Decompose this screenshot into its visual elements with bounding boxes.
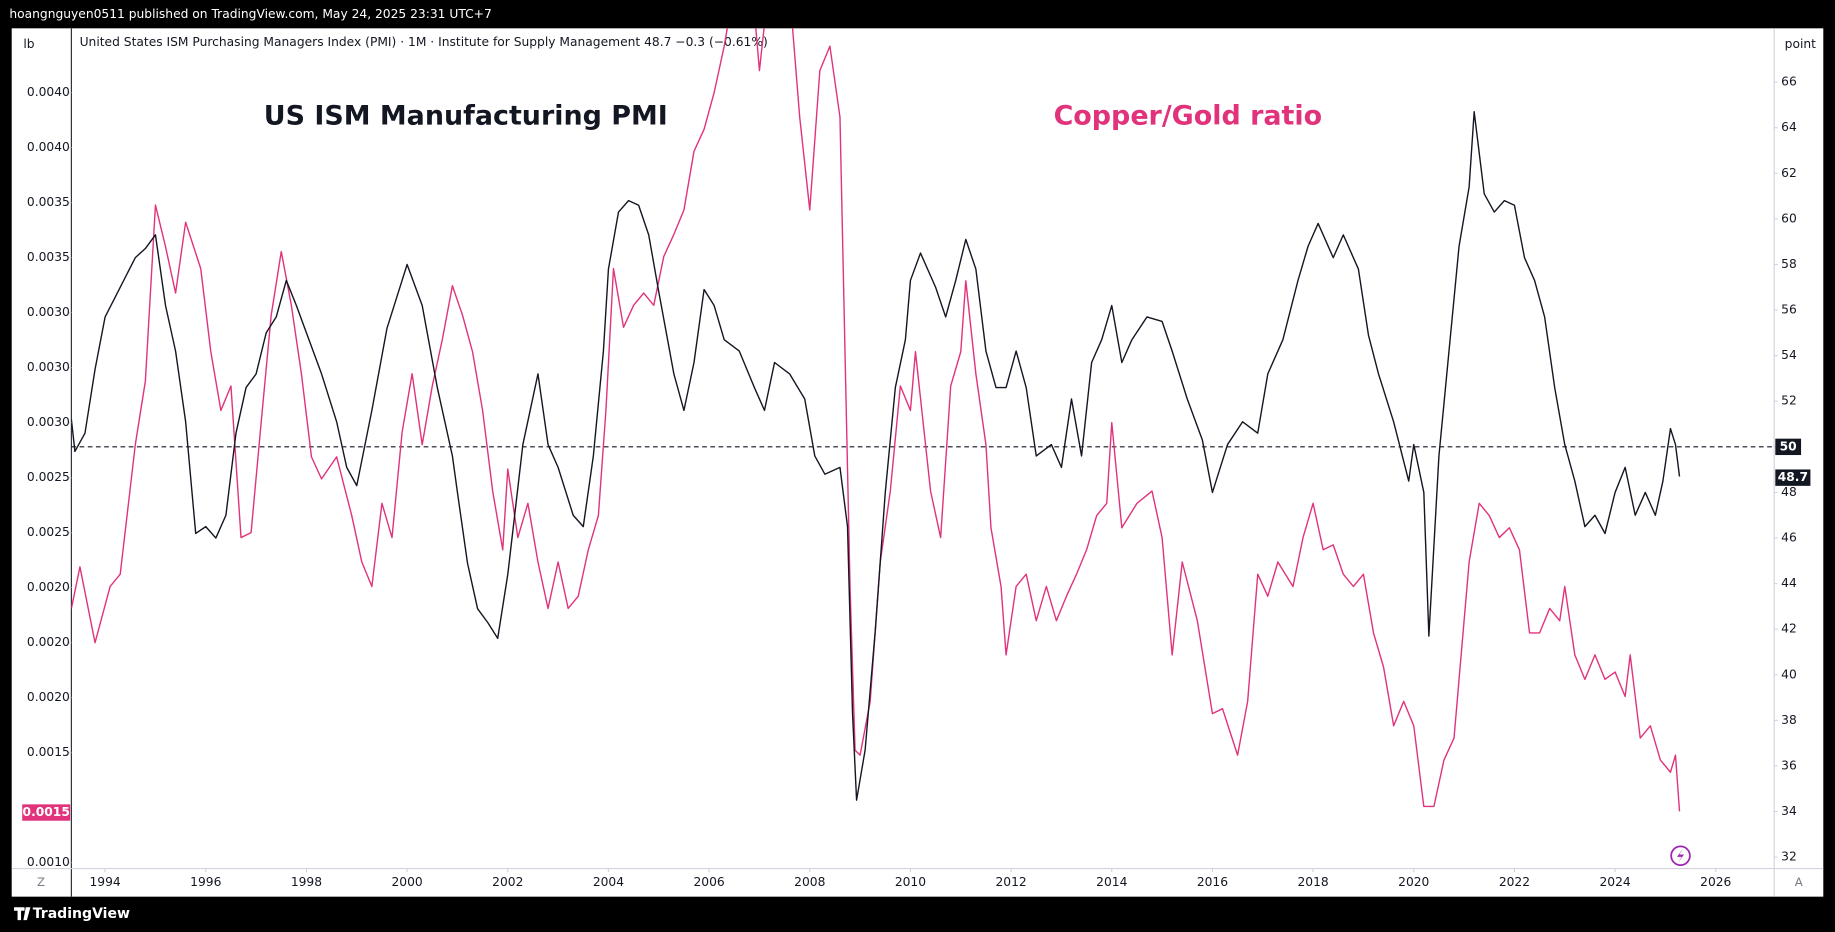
last-value-label-bg — [1775, 469, 1811, 486]
x-tick-label: 2026 — [1700, 875, 1731, 889]
x-tick-label: 2022 — [1499, 875, 1530, 889]
legend-text: United States ISM Purchasing Managers In… — [80, 35, 768, 49]
footer-text: TradingView — [33, 906, 130, 922]
y-tick-label: 0.0020 — [27, 690, 70, 704]
chart-background — [11, 28, 1824, 897]
x-tick-label: 2014 — [1096, 875, 1127, 889]
alert-icon-bolt — [1677, 848, 1685, 863]
y2-tick-label: 66 — [1781, 75, 1797, 89]
y-tick-label: 0.0040 — [27, 85, 70, 99]
plot-area — [71, 28, 1775, 812]
y-tick-label: 0.0035 — [27, 195, 70, 209]
x-tick-label: 1998 — [291, 875, 322, 889]
y2-tick-label: 58 — [1781, 257, 1797, 271]
x-tick-label: 2020 — [1398, 875, 1429, 889]
x-tick-label: 2012 — [995, 875, 1026, 889]
y2-tick-label: 60 — [1781, 211, 1797, 225]
y2-tick-label: 56 — [1781, 303, 1797, 317]
x-tick-label: 2002 — [492, 875, 523, 889]
series-line — [71, 111, 1681, 801]
y-tick-label: 0.0025 — [27, 470, 70, 484]
x-tick-label: 2024 — [1599, 875, 1630, 889]
y-unit: lb — [23, 37, 34, 51]
y2-tick-label: 54 — [1781, 348, 1797, 362]
y-tick-label: 0.0020 — [27, 580, 70, 594]
last-value-label-left-bg — [22, 804, 71, 821]
x-tick-label: 2006 — [693, 875, 724, 889]
hline-label: 50 — [1780, 439, 1797, 453]
x-tick-label: 2000 — [391, 875, 422, 889]
y2-tick-label: 42 — [1781, 622, 1797, 636]
y-tick-label: 0.0030 — [27, 360, 70, 374]
y2-tick-label: 44 — [1781, 576, 1797, 590]
y2-tick-label: 64 — [1781, 120, 1797, 134]
annotation: Copper/Gold ratio — [1054, 101, 1323, 132]
hline-label-bg — [1775, 438, 1802, 456]
footer-logo — [14, 907, 31, 921]
y2-tick-label: 46 — [1781, 531, 1797, 545]
y2-tick-label: 52 — [1781, 394, 1797, 408]
y-tick-label: 0.0020 — [27, 635, 70, 649]
y-tick-label: 0.0030 — [27, 305, 70, 319]
x-tick-label: 2004 — [593, 875, 624, 889]
header-text: hoangnguyen0511 published on TradingView… — [9, 7, 491, 21]
x-tick-label: 2018 — [1297, 875, 1328, 889]
y-tick-label: 0.0010 — [27, 855, 70, 869]
x-tick-label: 2010 — [895, 875, 926, 889]
y2-tick-label: 40 — [1781, 667, 1797, 681]
y-tick-label: 0.0035 — [27, 250, 70, 264]
x-tick-label: 1996 — [190, 875, 221, 889]
y2-tick-label: 38 — [1781, 713, 1797, 727]
y2-tick-label: 36 — [1781, 758, 1797, 772]
corner-right[interactable]: A — [1795, 875, 1803, 889]
y2-tick-label: 62 — [1781, 166, 1797, 180]
x-tick-label: 1994 — [90, 875, 121, 889]
last-value-label-left: 0.0015 — [23, 805, 70, 819]
y-tick-label: 0.0015 — [27, 745, 70, 759]
alert-icon[interactable] — [1670, 845, 1691, 866]
y2-unit: point — [1785, 37, 1816, 51]
x-tick-label: 2016 — [1197, 875, 1228, 889]
y-tick-label: 0.0030 — [27, 415, 70, 429]
last-value-label: 48.7 — [1778, 470, 1808, 484]
y-tick-label: 0.0040 — [27, 140, 70, 154]
y2-tick-label: 34 — [1781, 804, 1797, 818]
series-line — [71, 28, 1681, 812]
corner-left[interactable]: Z — [37, 875, 45, 889]
annotation: US ISM Manufacturing PMI — [264, 101, 668, 132]
y2-tick-label: 32 — [1781, 850, 1797, 864]
y-tick-label: 0.0025 — [27, 525, 70, 539]
y2-tick-label: 48 — [1781, 485, 1797, 499]
x-tick-label: 2008 — [794, 875, 825, 889]
